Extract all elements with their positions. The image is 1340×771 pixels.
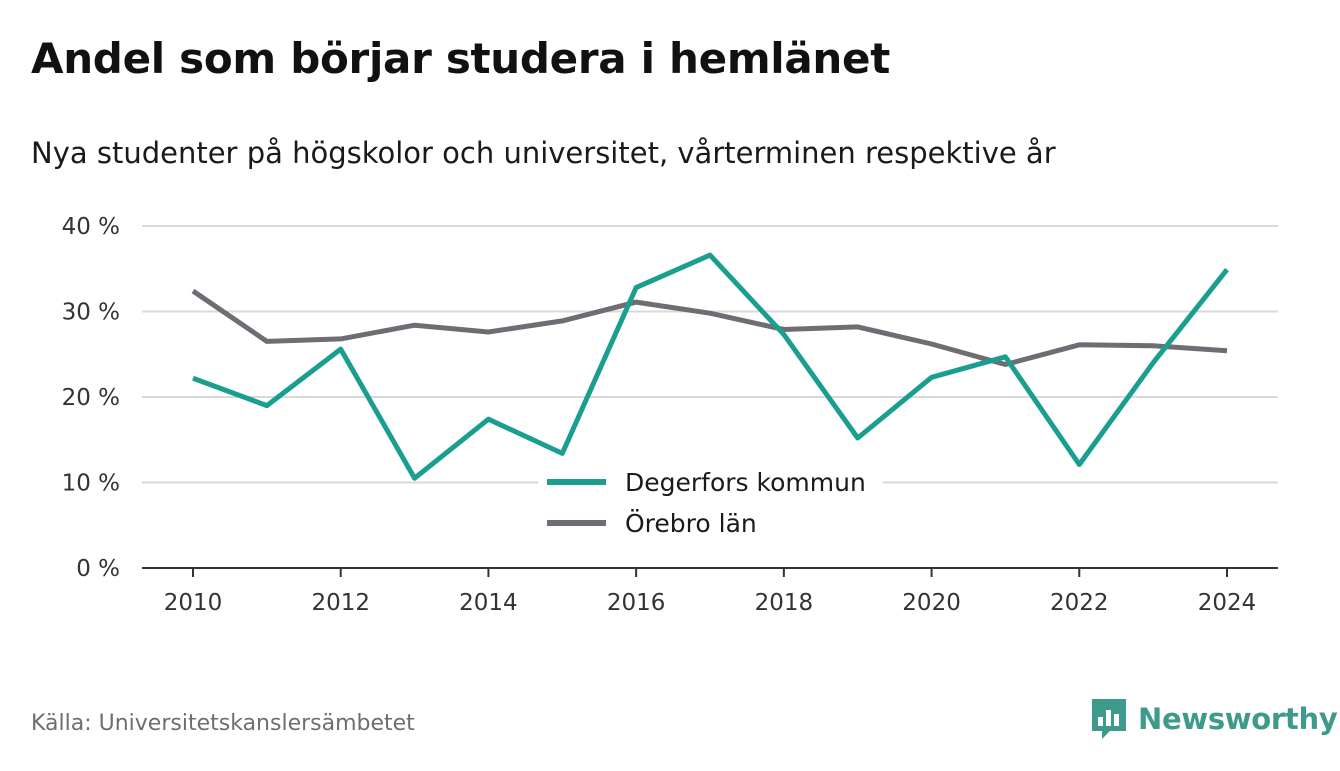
y-tick-label: 10 % [62, 471, 120, 497]
y-tick-label: 0 % [76, 556, 120, 582]
legend: Degerfors kommun Örebro län [538, 462, 883, 550]
legend-label-1: Örebro län [625, 509, 757, 538]
brand: Newsworthy [1090, 697, 1338, 741]
y-tick-label: 40 % [62, 214, 120, 240]
series-line-0 [192, 252, 1229, 481]
chart-title: Andel som börjar studera i hemlänet [31, 34, 890, 83]
source-note: Källa: Universitetskanslersämbetet [31, 711, 415, 736]
y-tick-label: 30 % [62, 300, 120, 326]
chart-subtitle: Nya studenter på högskolor och universit… [31, 136, 1056, 170]
series-line-1 [191, 288, 1228, 367]
brand-name: Newsworthy [1138, 702, 1338, 736]
x-axis: 2010 2012 2014 2016 2018 2020 2022 2024 [142, 567, 1278, 616]
y-tick-label: 20 % [62, 385, 120, 411]
series-lines [191, 252, 1229, 481]
x-tick-label: 2022 [1050, 590, 1109, 616]
x-tick-label: 2018 [755, 590, 814, 616]
x-tick-label: 2016 [607, 590, 666, 616]
y-axis-tick-labels: 0 % 10 % 20 % 30 % 40 % [62, 214, 120, 582]
x-tick-label: 2010 [164, 590, 223, 616]
grid-lines [142, 225, 1278, 484]
legend-background [538, 462, 883, 550]
x-tick-label: 2020 [902, 590, 961, 616]
x-tick-label: 2024 [1198, 590, 1257, 616]
legend-label-0: Degerfors kommun [625, 468, 866, 497]
x-tick-label: 2014 [459, 590, 518, 616]
x-tick-label: 2012 [311, 590, 370, 616]
line-chart: 0 % 10 % 20 % 30 % 40 % 2010 2012 2014 2016 2018… [62, 214, 1278, 616]
newsworthy-logo-icon [1092, 699, 1126, 739]
